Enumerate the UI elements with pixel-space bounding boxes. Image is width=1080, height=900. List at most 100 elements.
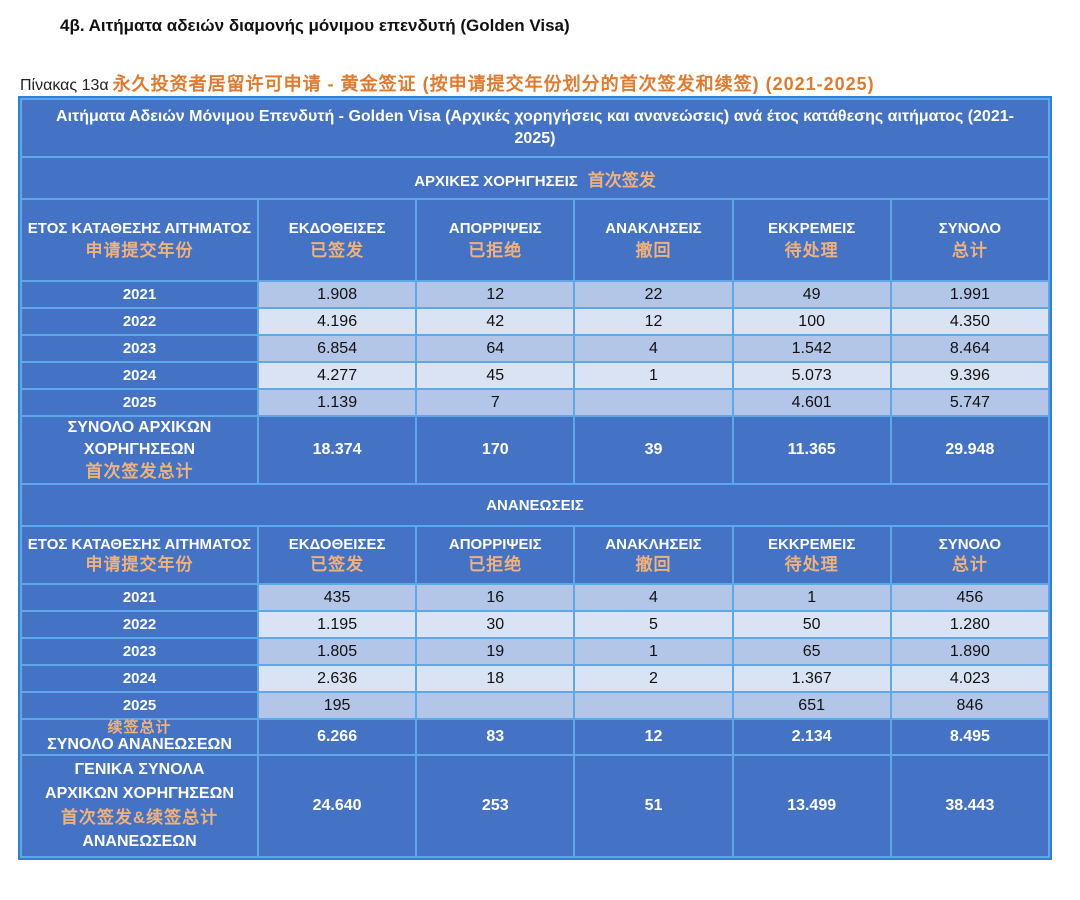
issued-total-cell: 6.266 (259, 720, 416, 754)
total-cell: 1.280 (891, 612, 1048, 637)
col-header-zh: 已拒绝 (468, 555, 523, 574)
issued-cell: 1.195 (259, 612, 416, 637)
pending-total-cell: 2.134 (733, 720, 890, 754)
title-row: Αιτήματα Αδειών Μόνιμου Επενδυτή - Golde… (22, 100, 1048, 156)
issued-cell: 1.805 (259, 639, 416, 664)
rejected-cell: 64 (417, 336, 574, 361)
col-header-label: ΕΚΔΟΘΕΙΣΕΣ (288, 220, 386, 237)
rejected-cell: 16 (417, 585, 574, 610)
pending-cell: 651 (733, 693, 890, 718)
col-header-zh: 撤回 (635, 555, 672, 574)
rejected-total-cell: 170 (417, 417, 574, 483)
col-header-label: ΑΝΑΚΛΗΣΕΙΣ (605, 536, 702, 553)
header-row-initial: ΕΤΟΣ ΚΑΤΑΘΕΣΗΣ ΑΙΤΗΜΑΤΟΣ 申请提交年份 ΕΚΔΟΘΕΙΣΕ… (22, 200, 1048, 280)
issued-cell: 4.196 (259, 309, 416, 334)
data-table: Αιτήματα Αδειών Μόνιμου Επενδυτή - Golde… (20, 98, 1050, 858)
band-renewals-row: ΑΝΑΝΕΩΣΕΙΣ (22, 485, 1048, 525)
revoked-cell: 22 (575, 282, 732, 307)
pending-cell: 100 (733, 309, 890, 334)
grand-total-cell: 29.948 (891, 417, 1048, 483)
grand-revoked-cell: 51 (575, 756, 732, 856)
pending-cell: 5.073 (733, 363, 890, 388)
table-title: Αιτήματα Αδειών Μόνιμου Επενδυτή - Golde… (22, 100, 1048, 156)
renewals-total-row: 续签总计 ΣΥΝΟΛΟ ΑΝΑΝΕΩΣΕΩΝ 6.266 83 12 2.134 … (22, 720, 1048, 754)
col-header-label: ΑΠΟΡΡΙΨΕΙΣ (448, 220, 542, 237)
revoked-cell: 5 (575, 612, 732, 637)
rejected-cell (417, 693, 574, 718)
table-row: 2025 1.139 7 4.601 5.747 (22, 390, 1048, 415)
issued-cell: 1.908 (259, 282, 416, 307)
rejected-cell: 42 (417, 309, 574, 334)
grand-pending-cell: 13.499 (733, 756, 890, 856)
col-header-zh: 待处理 (784, 241, 839, 260)
col-header-label: ΣΥΝΟΛΟ (938, 536, 1002, 553)
col-header-zh: 撤回 (635, 241, 672, 260)
initial-total-row: ΣΥΝΟΛΟ ΑΡΧΙΚΩΝ ΧΟΡΗΓΗΣΕΩΝ 首次签发总计 18.374 1… (22, 417, 1048, 483)
total-cell: 1.991 (891, 282, 1048, 307)
issued-cell: 6.854 (259, 336, 416, 361)
grand-label-line3: ΑΝΑΝΕΩΣΕΩΝ (82, 833, 197, 850)
col-header-year: ΕΤΟΣ ΚΑΤΑΘΕΣΗΣ ΑΙΤΗΜΑΤΟΣ 申请提交年份 (22, 200, 257, 280)
pending-cell: 65 (733, 639, 890, 664)
total-label-zh: 首次签发总计 (85, 462, 194, 481)
pending-cell: 1.367 (733, 666, 890, 691)
col-header-label: ΕΚΚΡΕΜΕΙΣ (767, 536, 856, 553)
grand-total-cell: 8.495 (891, 720, 1048, 754)
table-caption: Πίνακας 13α 永久投资者居留许可申请 - 黄金签证 (按申请提交年份划分… (20, 70, 875, 96)
rejected-cell: 18 (417, 666, 574, 691)
col-header-rejected: ΑΠΟΡΡΙΨΕΙΣ 已拒绝 (417, 527, 574, 583)
pending-cell: 4.601 (733, 390, 890, 415)
col-header-zh: 总计 (951, 241, 988, 260)
col-header-pending: ΕΚΚΡΕΜΕΙΣ 待处理 (733, 200, 890, 280)
col-header-total: ΣΥΝΟΛΟ 总计 (891, 527, 1048, 583)
initial-total-label: ΣΥΝΟΛΟ ΑΡΧΙΚΩΝ ΧΟΡΗΓΗΣΕΩΝ 首次签发总计 (22, 417, 257, 483)
grand-label-line2: ΑΡΧΙΚΩΝ ΧΟΡΗΓΗΣΕΩΝ (45, 785, 234, 802)
pending-cell: 50 (733, 612, 890, 637)
col-header-issued: ΕΚΔΟΘΕΙΣΕΣ 已签发 (259, 200, 416, 280)
year-cell: 2021 (22, 282, 257, 307)
col-header-label: ΕΤΟΣ ΚΑΤΑΘΕΣΗΣ ΑΙΤΗΜΑΤΟΣ (27, 536, 252, 553)
total-label-text: ΣΥΝΟΛΟ ΑΝΑΝΕΩΣΕΩΝ (47, 736, 232, 753)
band-initial-zh: 首次签发 (587, 170, 656, 190)
col-header-zh: 申请提交年份 (85, 555, 194, 574)
band-initial-row: ΑΡΧΙΚΕΣ ΧΟΡΗΓΗΣΕΙΣ 首次签发 (22, 158, 1048, 198)
col-header-label: ΕΤΟΣ ΚΑΤΑΘΕΣΗΣ ΑΙΤΗΜΑΤΟΣ (27, 220, 252, 237)
issued-cell: 435 (259, 585, 416, 610)
col-header-label: ΕΚΔΟΘΕΙΣΕΣ (288, 536, 386, 553)
year-cell: 2025 (22, 390, 257, 415)
total-cell: 9.396 (891, 363, 1048, 388)
revoked-total-cell: 39 (575, 417, 732, 483)
band-renewals: ΑΝΑΝΕΩΣΕΙΣ (22, 485, 1048, 525)
col-header-label: ΑΠΟΡΡΙΨΕΙΣ (448, 536, 542, 553)
issued-total-cell: 18.374 (259, 417, 416, 483)
total-cell: 5.747 (891, 390, 1048, 415)
year-cell: 2022 (22, 612, 257, 637)
total-label-zh: 续签总计 (107, 719, 172, 736)
total-cell: 4.023 (891, 666, 1048, 691)
rejected-cell: 7 (417, 390, 574, 415)
pending-total-cell: 11.365 (733, 417, 890, 483)
issued-cell: 4.277 (259, 363, 416, 388)
grand-total-value-cell: 38.443 (891, 756, 1048, 856)
revoked-cell: 4 (575, 585, 732, 610)
section-heading: 4β. Αιτήματα αδειών διαμονής μόνιμου επε… (60, 16, 570, 35)
col-header-revoked: ΑΝΑΚΛΗΣΕΙΣ 撤回 (575, 527, 732, 583)
col-header-label: ΣΥΝΟΛΟ (938, 220, 1002, 237)
table-row: 2025 195 651 846 (22, 693, 1048, 718)
pending-cell: 49 (733, 282, 890, 307)
total-cell: 4.350 (891, 309, 1048, 334)
year-cell: 2025 (22, 693, 257, 718)
caption-prefix: Πίνακας 13α (20, 77, 109, 94)
col-header-zh: 待处理 (784, 555, 839, 574)
pending-cell: 1 (733, 585, 890, 610)
grand-rejected-cell: 253 (417, 756, 574, 856)
grand-total-label: ΓΕΝΙΚΑ ΣΥΝΟΛΑ ΑΡΧΙΚΩΝ ΧΟΡΗΓΗΣΕΩΝ 首次签发&续签… (22, 756, 257, 856)
col-header-zh: 申请提交年份 (85, 241, 194, 260)
col-header-zh: 已签发 (310, 241, 365, 260)
total-cell: 1.890 (891, 639, 1048, 664)
table-row: 2021 435 16 4 1 456 (22, 585, 1048, 610)
issued-cell: 1.139 (259, 390, 416, 415)
total-cell: 456 (891, 585, 1048, 610)
revoked-cell: 12 (575, 309, 732, 334)
col-header-pending: ΕΚΚΡΕΜΕΙΣ 待处理 (733, 527, 890, 583)
